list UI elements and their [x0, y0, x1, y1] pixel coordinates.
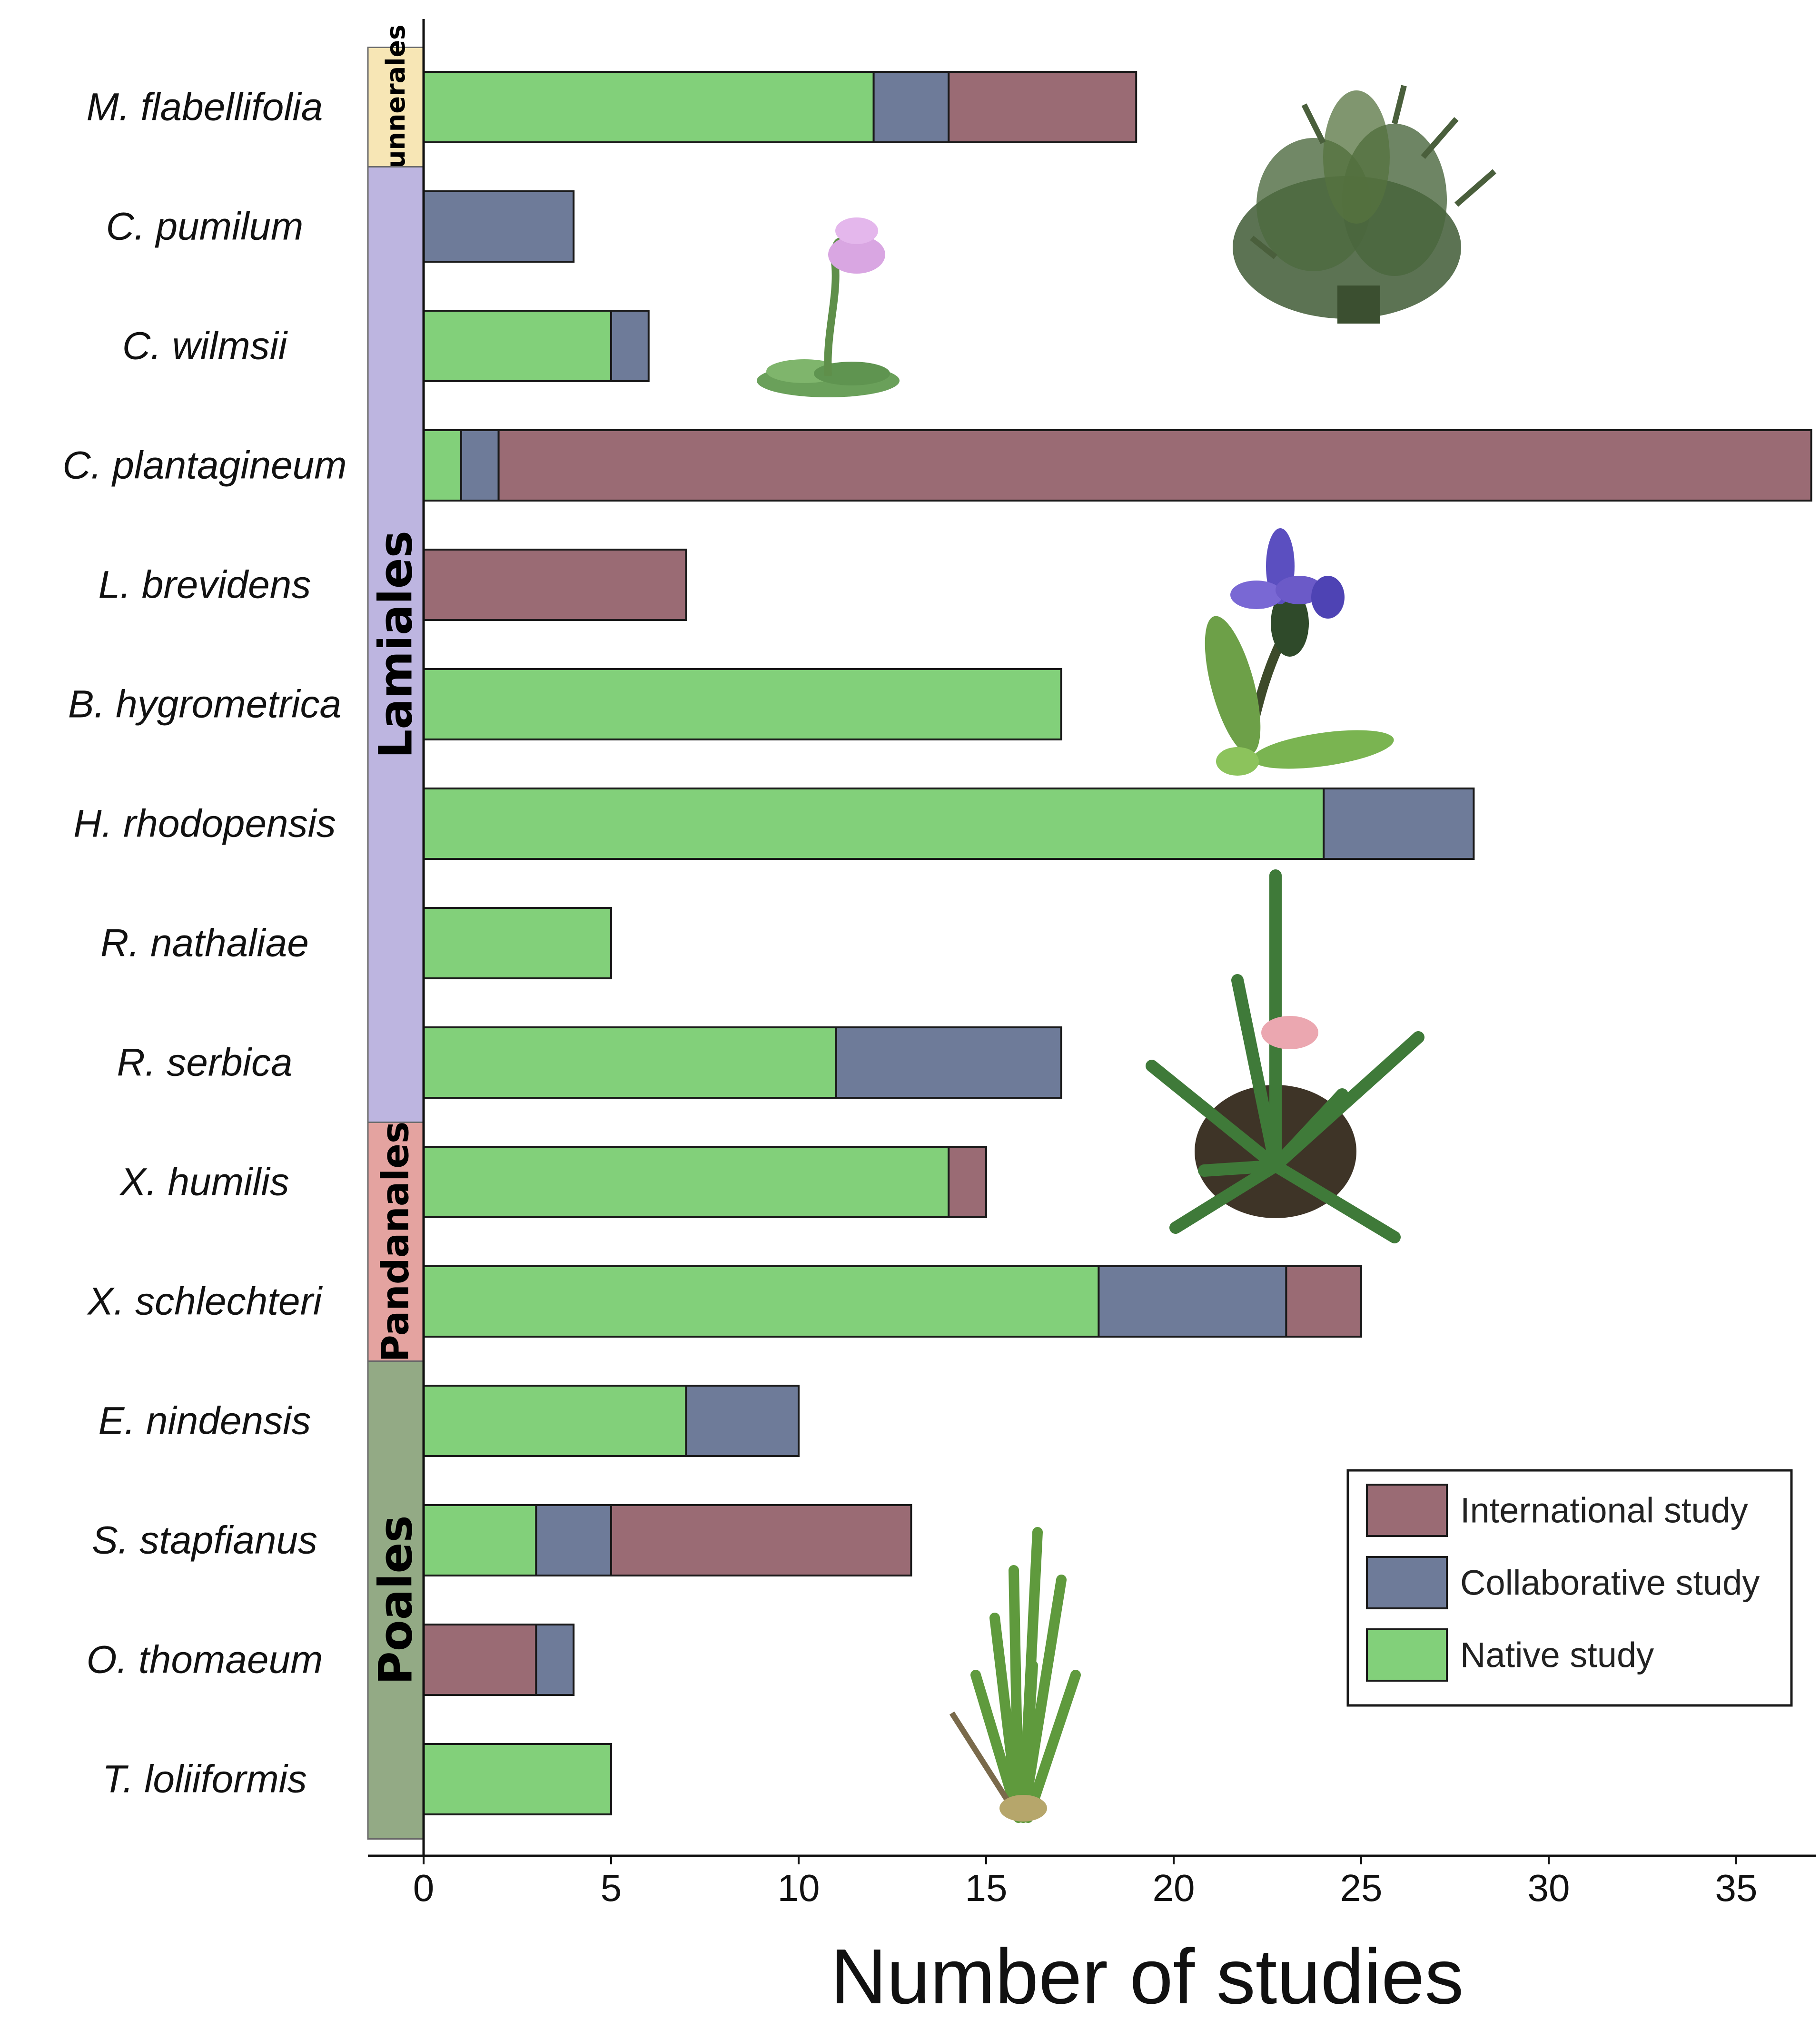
- craterostigma-flower-illustration: [757, 217, 900, 397]
- xerophyta-grass-tuft-illustration: [1146, 869, 1424, 1243]
- species-label-l-brevidens: L. brevidens: [99, 563, 311, 607]
- bar-o-thomaeum-international-study: [423, 1624, 537, 1696]
- species-label-t-loliiformis: T. loliiformis: [102, 1758, 307, 1801]
- bar-b-hygrometrica-native-study: [423, 668, 1062, 740]
- x-tick-label-35: 35: [1715, 1867, 1758, 1909]
- species-label-m-flabellifolia: M. flabellifolia: [87, 86, 323, 129]
- bars-layer: [423, 71, 1812, 1815]
- species-label-o-thomaeum: O. thomaeum: [87, 1638, 323, 1682]
- bar-x-schlechteri-international-study: [1285, 1265, 1362, 1338]
- bar-s-stapfianus-native-study: [423, 1504, 537, 1576]
- legend-swatch-international-study: [1366, 1484, 1448, 1537]
- bar-h-rhodopensis-collaborative-study: [1323, 788, 1475, 860]
- legend-swatch-native-study: [1366, 1628, 1448, 1682]
- bar-c-wilmsii-collaborative-study: [610, 310, 650, 382]
- bar-x-schlechteri-native-study: [423, 1265, 1100, 1338]
- bar-m-flabellifolia-international-study: [948, 71, 1138, 143]
- group-strip-pandanales: [367, 1122, 425, 1362]
- x-axis-title: Number of studies: [831, 1933, 1464, 2020]
- x-tick-label-30: 30: [1528, 1867, 1570, 1909]
- x-tick-label-15: 15: [965, 1867, 1008, 1909]
- bar-c-pumilum-collaborative-study: [423, 190, 575, 263]
- x-tick-label-20: 20: [1153, 1867, 1195, 1909]
- bar-s-stapfianus-international-study: [610, 1504, 912, 1576]
- bar-c-plantagineum-native-study: [423, 429, 462, 502]
- group-strip-gunnerales: [367, 47, 425, 167]
- species-label-c-plantagineum: C. plantagineum: [62, 444, 346, 487]
- bar-e-nindensis-collaborative-study: [685, 1385, 800, 1457]
- tripogon-grass-illustration: [949, 1527, 1081, 1823]
- bar-r-nathaliae-native-study: [423, 907, 612, 979]
- bar-c-plantagineum-international-study: [497, 429, 1812, 502]
- bar-r-serbica-native-study: [423, 1026, 837, 1099]
- legend-swatch-collaborative-study: [1366, 1556, 1448, 1609]
- bar-r-serbica-collaborative-study: [835, 1026, 1062, 1099]
- species-label-x-humilis: X. humilis: [119, 1161, 289, 1204]
- species-label-x-schlechteri: X. schlechteri: [87, 1280, 323, 1323]
- legend-label-collaborative-study: Collaborative study: [1460, 1563, 1760, 1603]
- bar-m-flabellifolia-native-study: [423, 71, 875, 143]
- x-tick-label-0: 0: [413, 1867, 435, 1909]
- bar-c-plantagineum-collaborative-study: [460, 429, 500, 502]
- species-label-r-serbica: R. serbica: [117, 1041, 292, 1084]
- group-label-poales: Poales: [369, 1515, 423, 1684]
- bar-x-humilis-native-study: [423, 1146, 950, 1218]
- bar-l-brevidens-international-study: [423, 549, 687, 621]
- x-axis: 0 5 10 15 20 25 30 35: [368, 19, 1816, 1909]
- bar-c-wilmsii-native-study: [423, 310, 612, 382]
- x-tick-label-25: 25: [1340, 1867, 1383, 1909]
- species-label-e-nindensis: E. nindensis: [99, 1399, 311, 1443]
- species-label-s-stapfianus: S. stapfianus: [92, 1519, 317, 1562]
- species-label-c-pumilum: C. pumilum: [106, 205, 304, 248]
- species-label-b-hygrometrica: B. hygrometrica: [68, 683, 341, 726]
- x-tick-label-5: 5: [601, 1867, 622, 1909]
- species-label-c-wilmsii: C. wilmsii: [122, 325, 288, 368]
- bar-h-rhodopensis-native-study: [423, 788, 1325, 860]
- species-label-r-nathaliae: R. nathaliae: [100, 922, 309, 965]
- order-group-strips: Gunnerales Lamiales Pandanales Poales: [367, 25, 425, 1840]
- bar-m-flabellifolia-collaborative-study: [872, 71, 950, 143]
- bar-t-loliiformis-native-study: [423, 1743, 612, 1815]
- bar-o-thomaeum-collaborative-study: [535, 1624, 575, 1696]
- x-tick-label-10: 10: [778, 1867, 820, 1909]
- legend-label-native-study: Native study: [1460, 1635, 1654, 1675]
- legend-label-international-study: International study: [1460, 1491, 1748, 1530]
- legend: International study Collaborative study Na…: [1346, 1469, 1793, 1707]
- species-label-h-rhodopensis: H. rhodopensis: [73, 802, 336, 846]
- bar-e-nindensis-native-study: [423, 1385, 687, 1457]
- group-strip-poales: [367, 1360, 425, 1840]
- group-label-lamiales: Lamiales: [369, 531, 423, 758]
- group-label-gunnerales: Gunnerales: [381, 25, 411, 190]
- bar-s-stapfianus-collaborative-study: [535, 1504, 613, 1576]
- bar-x-humilis-international-study: [948, 1146, 987, 1218]
- bar-x-schlechteri-collaborative-study: [1098, 1265, 1287, 1338]
- species-labels: M. flabellifolia C. pumilum C. wilmsii C. p…: [62, 86, 346, 1801]
- group-strip-lamiales: [367, 166, 425, 1123]
- lindernia-purple-flower-illustration: [1205, 528, 1394, 776]
- group-label-pandanales: Pandanales: [375, 1122, 417, 1362]
- myrothamnus-shrub-illustration: [1233, 85, 1496, 324]
